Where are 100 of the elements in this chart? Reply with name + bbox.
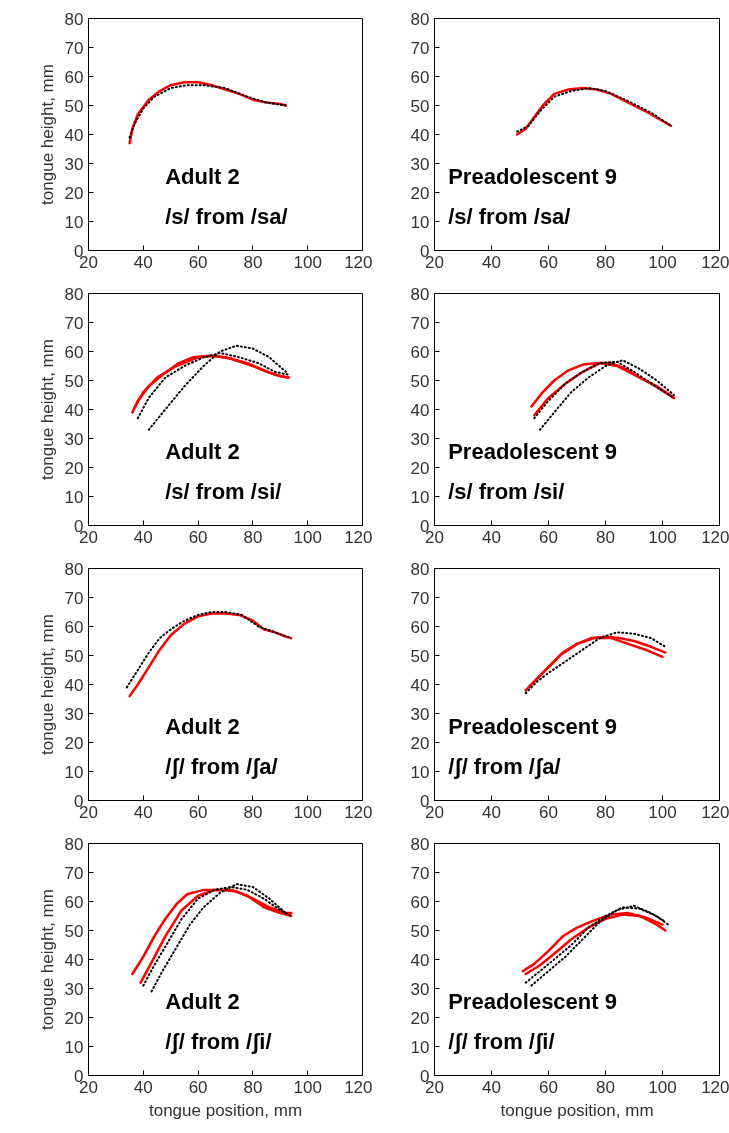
annotation: Adult 2 <box>165 163 240 189</box>
annotation: Preadolescent 9 <box>448 713 617 739</box>
x-tick-label: 60 <box>539 1077 558 1097</box>
annotation: /s/ from /si/ <box>165 478 282 504</box>
x-tick-label: 60 <box>188 802 208 822</box>
y-tick-label: 20 <box>410 458 430 478</box>
y-tick-label: 10 <box>64 762 84 782</box>
x-tick-label: 40 <box>133 1077 153 1097</box>
y-tick-label: 60 <box>64 342 84 362</box>
y-tick-label: 50 <box>64 371 84 391</box>
x-tick-label: 100 <box>293 802 322 822</box>
y-tick-label: 30 <box>64 704 84 724</box>
y-tick-label: 10 <box>410 212 430 232</box>
x-tick-label: 40 <box>482 252 501 272</box>
y-tick-label: 60 <box>64 67 84 87</box>
y-axis-title: tongue height, mm <box>37 889 57 1030</box>
x-tick-label: 100 <box>648 802 677 822</box>
x-tick-label: 100 <box>293 1077 322 1097</box>
y-tick-label: 80 <box>410 284 430 304</box>
annotation: /ʃ/ from /ʃa/ <box>448 753 561 779</box>
y-tick-label: 20 <box>64 1008 84 1028</box>
x-tick-label: 80 <box>596 1077 615 1097</box>
annotation: /s/ from /sa/ <box>448 203 571 229</box>
y-tick-label: 20 <box>410 733 430 753</box>
y-tick-label: 30 <box>410 979 430 999</box>
annotation: Preadolescent 9 <box>448 163 617 189</box>
y-tick-label: 40 <box>410 675 430 695</box>
y-tick-label: 40 <box>64 125 84 145</box>
x-tick-label: 120 <box>701 1077 729 1097</box>
annotation: /s/ from /sa/ <box>165 203 288 229</box>
y-tick-label: 50 <box>64 96 84 116</box>
y-tick-label: 20 <box>64 183 84 203</box>
y-tick-label: 50 <box>410 371 430 391</box>
annotation: /s/ from /si/ <box>448 478 565 504</box>
y-tick-label: 30 <box>410 704 430 724</box>
x-tick-label: 60 <box>188 1077 208 1097</box>
y-tick-label: 10 <box>64 1037 84 1057</box>
x-tick-label: 120 <box>344 252 373 272</box>
y-tick-label: 70 <box>64 588 84 608</box>
x-tick-label: 120 <box>344 527 373 547</box>
x-tick-label: 40 <box>133 252 153 272</box>
annotation: /ʃ/ from /ʃi/ <box>448 1028 555 1054</box>
x-tick-label: 120 <box>701 252 729 272</box>
y-tick-label: 30 <box>410 154 430 174</box>
x-tick-label: 100 <box>648 527 677 547</box>
x-tick-label: 80 <box>243 1077 263 1097</box>
y-tick-label: 70 <box>410 313 430 333</box>
y-tick-label: 50 <box>410 921 430 941</box>
y-tick-label: 10 <box>410 762 430 782</box>
x-tick-label: 100 <box>648 1077 677 1097</box>
x-tick-label: 120 <box>701 802 729 822</box>
y-tick-label: 40 <box>64 950 84 970</box>
y-tick-label: 30 <box>64 154 84 174</box>
x-tick-label: 80 <box>596 527 615 547</box>
x-tick-label: 60 <box>188 252 208 272</box>
y-tick-label: 70 <box>64 38 84 58</box>
y-tick-label: 70 <box>410 588 430 608</box>
x-tick-label: 40 <box>133 802 153 822</box>
annotation: Preadolescent 9 <box>448 988 617 1014</box>
y-tick-label: 40 <box>410 950 430 970</box>
x-tick-label: 100 <box>293 527 322 547</box>
y-tick-label: 60 <box>410 892 430 912</box>
y-tick-label: 10 <box>64 487 84 507</box>
x-tick-label: 120 <box>344 802 373 822</box>
x-tick-label: 60 <box>188 527 208 547</box>
annotation: Adult 2 <box>165 438 240 464</box>
y-tick-label: 70 <box>64 863 84 883</box>
x-tick-label: 80 <box>596 802 615 822</box>
x-tick-label: 60 <box>539 252 558 272</box>
x-axis-title: tongue position, mm <box>148 1100 303 1120</box>
x-tick-label: 120 <box>701 527 729 547</box>
y-tick-label: 80 <box>64 284 84 304</box>
y-tick-label: 40 <box>410 400 430 420</box>
x-tick-label: 40 <box>482 802 501 822</box>
y-tick-label: 80 <box>410 9 430 29</box>
y-tick-label: 20 <box>64 733 84 753</box>
annotation: /ʃ/ from /ʃi/ <box>165 1028 272 1054</box>
y-tick-label: 50 <box>64 646 84 666</box>
y-tick-label: 30 <box>64 979 84 999</box>
x-tick-label: 40 <box>133 527 153 547</box>
x-tick-label: 80 <box>243 252 263 272</box>
y-tick-label: 60 <box>64 892 84 912</box>
y-axis-title: tongue height, mm <box>37 339 57 480</box>
y-tick-label: 20 <box>410 183 430 203</box>
y-tick-label: 50 <box>410 96 430 116</box>
annotation: Preadolescent 9 <box>448 438 617 464</box>
x-tick-label: 40 <box>482 527 501 547</box>
annotation: Adult 2 <box>165 988 240 1014</box>
y-axis-title: tongue height, mm <box>37 64 57 205</box>
x-tick-label: 40 <box>482 1077 501 1097</box>
y-tick-label: 20 <box>410 1008 430 1028</box>
y-tick-label: 40 <box>410 125 430 145</box>
annotation: Adult 2 <box>165 713 240 739</box>
y-tick-label: 20 <box>64 458 84 478</box>
y-tick-label: 60 <box>64 617 84 637</box>
y-tick-label: 80 <box>64 559 84 579</box>
y-axis-title: tongue height, mm <box>37 614 57 755</box>
y-tick-label: 10 <box>410 487 430 507</box>
y-tick-label: 70 <box>64 313 84 333</box>
y-tick-label: 80 <box>64 9 84 29</box>
